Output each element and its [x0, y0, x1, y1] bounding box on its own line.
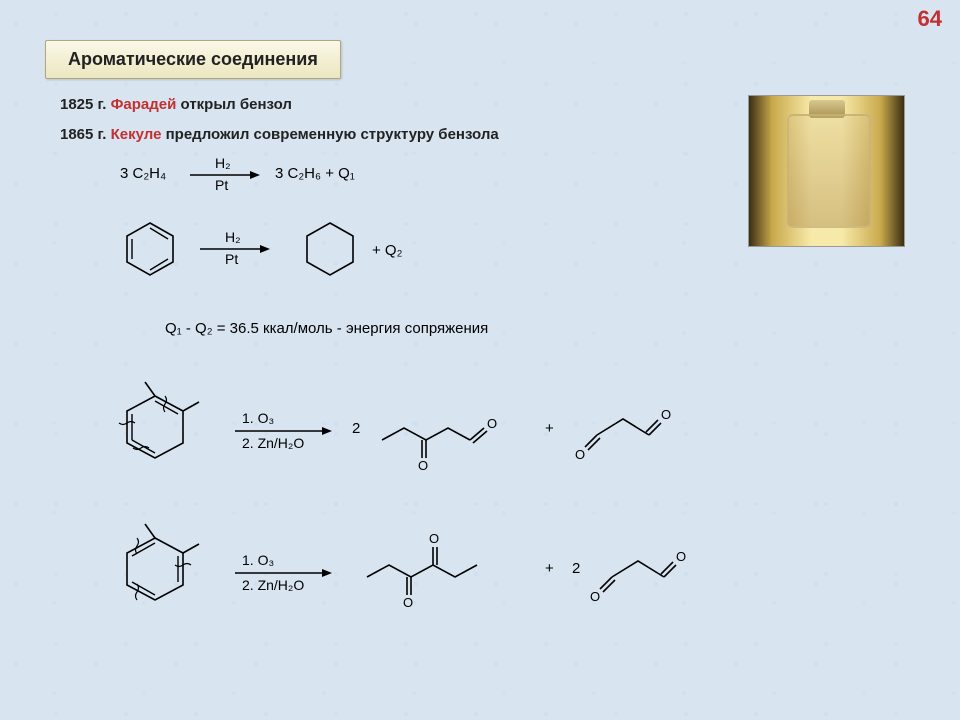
product-B2-icon: O O: [590, 525, 700, 605]
rest-2: предложил современную структуру бензола: [161, 126, 498, 143]
eq2-arrow: H₂ Pt: [195, 232, 277, 266]
ozon-bot-1: 2. Zn/H₂O: [242, 435, 304, 451]
year-1: 1825 г.: [60, 96, 106, 113]
name-2: Кекуле: [111, 126, 162, 143]
page-number: 64: [918, 6, 942, 32]
history-line-1: 1825 г. Фарадей открыл бензол: [60, 96, 292, 113]
name-1: Фарадей: [111, 96, 177, 113]
product-A2-icon: O O: [575, 383, 685, 463]
svg-text:O: O: [403, 595, 413, 610]
svg-text:O: O: [575, 447, 585, 462]
ozon-arrow-2: 1. O₃ 2. Zn/H₂O: [230, 552, 340, 594]
product-A1-icon: O O: [370, 390, 510, 462]
eq2-plus: + Q₂: [372, 242, 402, 259]
eq1-bot: Pt: [215, 177, 228, 193]
year-2: 1865 г.: [60, 126, 106, 143]
ozon-top-1: 1. O₃: [242, 410, 274, 426]
plus-a: +: [545, 420, 554, 437]
svg-text:O: O: [590, 589, 600, 604]
eq3: Q₁ - Q₂ = 36.5 ккал/моль - энергия сопря…: [165, 320, 488, 337]
history-line-2: 1865 г. Кекуле предложил современную стр…: [60, 126, 499, 143]
ozon-arrow-1: 1. O₃ 2. Zn/H₂O: [230, 410, 340, 452]
product-B1-icon: O O: [355, 525, 520, 610]
cyclohexane-icon: [295, 215, 365, 285]
ozon-bot-2: 2. Zn/H₂O: [242, 577, 304, 593]
eq2-bot: Pt: [225, 251, 238, 267]
slide-title: Ароматические соединения: [45, 40, 341, 79]
oxylene-A-icon: [105, 378, 220, 478]
svg-text:O: O: [661, 407, 671, 422]
coef2-b: 2: [572, 560, 580, 577]
svg-text:O: O: [429, 531, 439, 546]
bottle-body: [787, 114, 871, 228]
ozon-top-2: 1. O₃: [242, 552, 274, 568]
svg-text:O: O: [487, 416, 497, 431]
coef2-a: 2: [352, 420, 360, 437]
eq2-top: H₂: [225, 229, 241, 245]
rest-1: открыл бензол: [176, 96, 292, 113]
svg-text:O: O: [676, 549, 686, 564]
perfume-image: [748, 95, 905, 247]
eq1-top: H₂: [215, 155, 231, 171]
eq1-right: 3 C₂H₆ + Q₁: [275, 165, 355, 182]
svg-text:O: O: [418, 458, 428, 473]
benzene-icon: [115, 215, 185, 285]
plus-b: +: [545, 560, 554, 577]
eq1-arrow: H₂ Pt: [185, 158, 265, 192]
oxylene-B-icon: [105, 520, 220, 620]
eq1-left: 3 C₂H₄: [120, 165, 166, 182]
